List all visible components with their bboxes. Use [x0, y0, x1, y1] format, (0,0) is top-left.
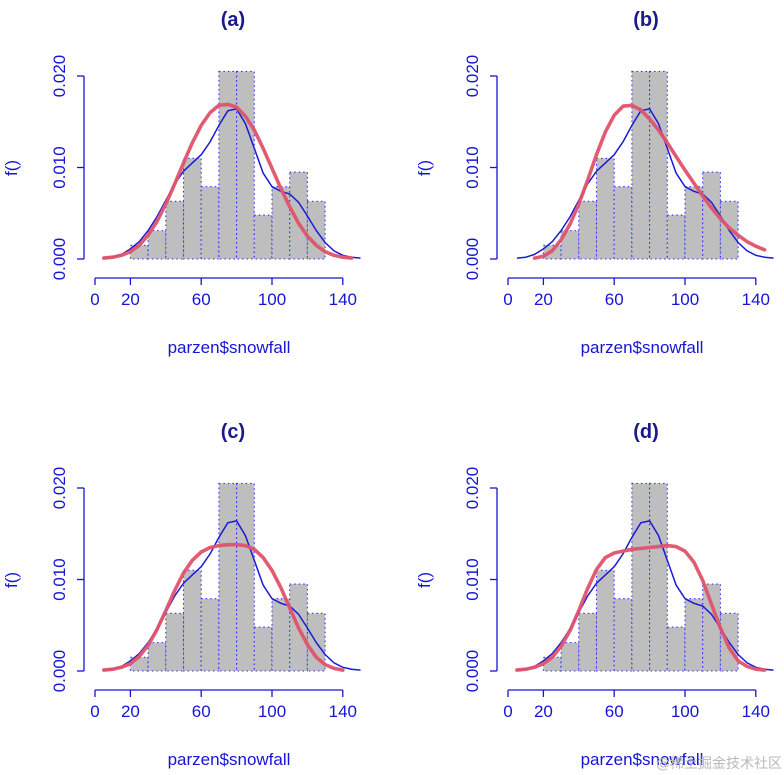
watermark: @稀土掘金技术社区: [656, 756, 782, 772]
x-tick-label: 60: [192, 702, 211, 721]
histogram-bar: [666, 626, 686, 672]
histogram-bar: [631, 70, 651, 260]
x-tick-label: 60: [605, 290, 624, 309]
histogram-bar: [200, 598, 220, 672]
x-tick-label: 0: [503, 702, 512, 721]
x-axis-title: parzen$snowfall: [168, 750, 291, 769]
y-axis-title: f(): [415, 160, 434, 176]
density-curve-blue: [103, 108, 361, 259]
chart-panel: (c) 0 20 60 100 140 parzen$snowfall 0.000 0.010 0…: [2, 421, 361, 769]
x-tick-label: 100: [671, 702, 699, 721]
x-axis-title: parzen$snowfall: [581, 338, 704, 357]
histogram-bar: [578, 612, 598, 672]
histogram-bar: [253, 626, 273, 672]
histogram-bar: [218, 70, 238, 260]
x-tick-label: 100: [258, 702, 286, 721]
histogram-bar: [165, 612, 185, 672]
chart-panel: (a) 0 20 60 100 140 parzen$snowfall 0.000 0.010 0…: [2, 9, 361, 357]
y-tick-label: 0.020: [463, 467, 482, 510]
panel-title: (a): [221, 9, 245, 31]
y-axis-title: f(): [2, 160, 21, 176]
panels: (a) 0 20 60 100 140 parzen$snowfall 0.000 0.010 0…: [2, 9, 774, 769]
y-tick-label: 0.010: [50, 558, 69, 601]
histogram-bar: [271, 186, 291, 260]
histogram-bar: [578, 200, 598, 260]
panel-title: (b): [633, 9, 659, 31]
histogram-bar: [649, 482, 668, 672]
histogram-bar: [560, 642, 580, 672]
density-curve-red: [102, 542, 345, 672]
x-axis-title: parzen$snowfall: [168, 338, 291, 357]
panel-title: (d): [633, 421, 659, 443]
histogram-bar: [218, 482, 238, 672]
y-tick-label: 0.020: [463, 55, 482, 98]
x-tick-label: 0: [503, 290, 512, 309]
histogram-bar: [182, 157, 202, 260]
density-curve-red: [515, 543, 767, 672]
histogram-bar: [182, 569, 202, 672]
histogram-bar: [649, 70, 668, 260]
y-axis-title: f(): [2, 572, 21, 588]
histogram-bar: [684, 598, 704, 672]
y-tick-label: 0.020: [50, 467, 69, 510]
x-tick-label: 100: [258, 290, 286, 309]
x-tick-label: 20: [534, 702, 553, 721]
x-tick-label: 20: [121, 702, 140, 721]
y-tick-label: 0.000: [50, 650, 69, 693]
x-tick-label: 140: [742, 290, 770, 309]
histogram-bar: [613, 598, 633, 672]
histogram-bar: [236, 70, 255, 260]
density-curve-red: [102, 102, 354, 260]
x-tick-label: 140: [329, 702, 357, 721]
panel-title: (c): [221, 421, 245, 443]
y-tick-label: 0.000: [463, 650, 482, 693]
x-tick-label: 20: [121, 290, 140, 309]
histogram-bar: [702, 171, 721, 260]
density-curve-blue: [516, 108, 774, 259]
histogram-bar: [236, 482, 255, 672]
histogram-bar: [631, 482, 651, 672]
x-tick-label: 60: [605, 702, 624, 721]
chart-panel: (b) 0 20 60 100 140 parzen$snowfall 0.000 0.010 0…: [415, 9, 774, 357]
x-tick-label: 140: [742, 702, 770, 721]
histogram-bar: [595, 157, 615, 260]
density-curve-red: [532, 103, 767, 260]
histogram-bar: [147, 642, 167, 672]
x-tick-label: 100: [671, 290, 699, 309]
x-tick-label: 0: [90, 702, 99, 721]
histogram-bar: [165, 200, 185, 260]
y-tick-label: 0.000: [463, 238, 482, 281]
histogram-bar: [200, 186, 220, 260]
x-tick-label: 0: [90, 290, 99, 309]
histogram-bar: [666, 214, 686, 260]
histogram-bar: [684, 186, 704, 260]
histogram-bar: [147, 230, 167, 260]
y-tick-label: 0.010: [50, 146, 69, 189]
x-tick-label: 140: [329, 290, 357, 309]
histogram-bar: [271, 598, 291, 672]
histogram-bar: [702, 583, 721, 672]
histogram-bar: [253, 214, 273, 260]
chart-panel: (d) 0 20 60 100 140 parzen$snowfall 0.000 0.010 0…: [415, 421, 774, 769]
y-tick-label: 0.010: [463, 146, 482, 189]
x-tick-label: 60: [192, 290, 211, 309]
x-axis-title: parzen$snowfall: [581, 750, 704, 769]
y-tick-label: 0.010: [463, 558, 482, 601]
histogram-bar: [595, 569, 615, 672]
y-axis-title: f(): [415, 572, 434, 588]
histogram-bar: [613, 186, 633, 260]
x-tick-label: 20: [534, 290, 553, 309]
density-curve-blue: [516, 520, 774, 671]
histogram-bar: [289, 171, 308, 260]
y-tick-label: 0.000: [50, 238, 69, 281]
y-tick-label: 0.020: [50, 55, 69, 98]
